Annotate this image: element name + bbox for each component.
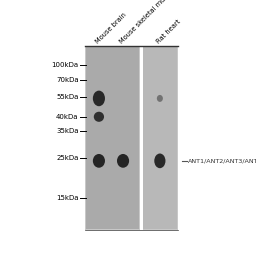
Text: Mouse skeletal muscle: Mouse skeletal muscle: [119, 0, 176, 45]
Bar: [86, 46, 139, 229]
Text: 100kDa: 100kDa: [51, 62, 79, 68]
Ellipse shape: [154, 153, 165, 168]
Ellipse shape: [117, 154, 129, 168]
Bar: [140, 46, 143, 230]
Ellipse shape: [93, 154, 105, 168]
Bar: [143, 46, 177, 229]
Ellipse shape: [93, 91, 105, 106]
Ellipse shape: [94, 112, 104, 122]
Text: Rat heart: Rat heart: [156, 19, 182, 45]
Text: 55kDa: 55kDa: [56, 93, 79, 99]
Text: 35kDa: 35kDa: [56, 128, 79, 134]
Text: 15kDa: 15kDa: [56, 195, 79, 201]
Text: 40kDa: 40kDa: [56, 114, 79, 120]
Bar: [84, 46, 178, 230]
Text: 25kDa: 25kDa: [56, 155, 79, 161]
Ellipse shape: [157, 95, 163, 102]
Text: Mouse brain: Mouse brain: [95, 12, 128, 45]
Text: ANT1/ANT2/ANT3/ANT4: ANT1/ANT2/ANT3/ANT4: [188, 158, 256, 163]
Text: 70kDa: 70kDa: [56, 77, 79, 83]
